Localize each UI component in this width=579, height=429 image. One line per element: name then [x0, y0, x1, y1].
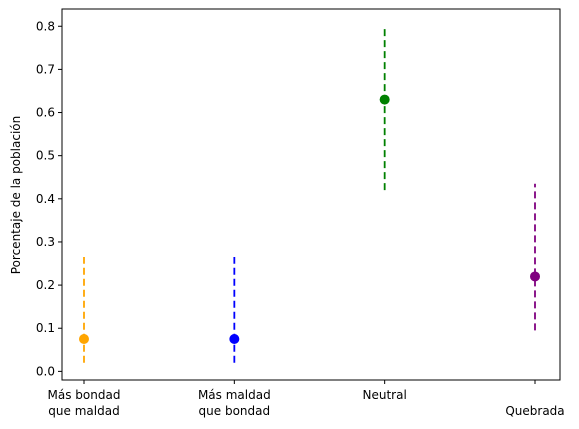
y-tick-label: 0.0	[36, 364, 55, 378]
x-tick-label: Más bondad que maldad	[48, 388, 121, 418]
y-axis: 0.0 0.1 0.2 0.3 0.4 0.5 0.6 0.7 0.8	[36, 19, 62, 378]
data-series	[79, 26, 540, 363]
x-tick-label: Neutral	[363, 388, 407, 402]
x-tick-label: Más maldad que bondad	[198, 388, 271, 418]
y-tick-label: 0.5	[36, 149, 55, 163]
data-point	[79, 334, 89, 345]
y-tick-label: 0.8	[36, 19, 55, 33]
x-tick-label: Quebrada	[505, 404, 564, 418]
data-point	[229, 334, 240, 345]
y-tick-label: 0.2	[36, 278, 55, 292]
y-tick-label: 0.6	[36, 106, 55, 120]
y-tick-label: 0.7	[36, 62, 55, 76]
x-axis: Más bondad que maldad Más maldad que bondad…	[48, 380, 565, 418]
y-tick-label: 0.1	[36, 321, 55, 335]
y-tick-label: 0.3	[36, 235, 55, 249]
data-point	[379, 94, 390, 105]
plot-area-frame	[61, 8, 561, 381]
y-axis-label: Porcentaje de la población	[9, 116, 23, 274]
data-point	[530, 271, 540, 282]
y-tick-label: 0.4	[36, 192, 55, 206]
